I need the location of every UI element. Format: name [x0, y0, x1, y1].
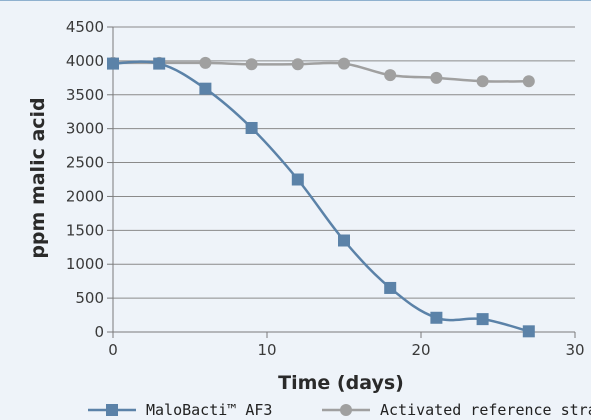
- x-tick-label: 0: [108, 341, 118, 359]
- series-malobacti: [107, 57, 535, 338]
- series-reference-line: [112, 61, 529, 83]
- y-tick-label: 1500: [66, 221, 104, 239]
- data-point: [153, 57, 166, 70]
- y-tick-label: 0: [94, 323, 104, 341]
- y-tick-label: 2500: [66, 154, 104, 172]
- legend: MaloBacti™ AF3 Activated reference strain: [88, 401, 591, 419]
- data-point: [476, 75, 489, 88]
- legend-circle-marker: [340, 404, 352, 416]
- data-point: [199, 56, 212, 69]
- tick-labels: 0 500 1000 1500 2000 2500 3000 3500 4000 4500 0 10 2…: [66, 18, 585, 359]
- series-malobacti-line: [112, 60, 530, 333]
- x-tick-label: 10: [257, 341, 276, 359]
- x-tick-label: 20: [411, 341, 430, 359]
- y-tick-label: 4500: [66, 18, 104, 36]
- x-axis-title: Time (days): [278, 372, 404, 394]
- data-point: [384, 281, 397, 294]
- data-point: [245, 58, 258, 71]
- y-tick-label: 4000: [66, 52, 104, 70]
- data-point: [522, 75, 535, 88]
- legend-label: Activated reference strain: [380, 401, 591, 419]
- y-tick-label: 3500: [66, 86, 104, 104]
- y-tick-label: 1000: [66, 255, 104, 273]
- x-tick-label: 30: [565, 341, 584, 359]
- y-tick-label: 2000: [66, 187, 104, 205]
- data-point: [199, 82, 212, 95]
- legend-item: Activated reference strain: [322, 401, 591, 419]
- data-point: [338, 234, 350, 247]
- data-point: [476, 313, 489, 326]
- data-point: [291, 58, 304, 71]
- series-reference: [107, 56, 535, 88]
- data-point: [522, 325, 535, 338]
- grid: [113, 26, 575, 299]
- series: [107, 56, 535, 338]
- data-point: [338, 57, 350, 70]
- data-point: [107, 57, 119, 70]
- data-point: [245, 121, 258, 134]
- y-tick-label: 500: [75, 289, 104, 307]
- data-point: [291, 173, 304, 186]
- axes: [112, 27, 575, 333]
- data-point: [430, 71, 443, 84]
- y-tick-label: 3000: [66, 120, 104, 138]
- data-point: [384, 69, 397, 82]
- legend-item: MaloBacti™ AF3: [88, 401, 272, 419]
- y-axis-title: ppm malic acid: [27, 97, 49, 258]
- legend-label: MaloBacti™ AF3: [146, 401, 272, 419]
- legend-square-marker: [106, 404, 118, 416]
- data-point: [430, 311, 443, 324]
